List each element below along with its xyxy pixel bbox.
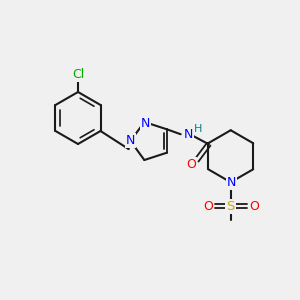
Text: O: O xyxy=(203,200,213,213)
Text: S: S xyxy=(226,200,235,213)
Text: O: O xyxy=(249,200,259,213)
Text: H: H xyxy=(194,124,202,134)
Text: N: N xyxy=(141,118,150,130)
Text: N: N xyxy=(184,128,194,141)
Text: N: N xyxy=(126,134,135,146)
Text: Cl: Cl xyxy=(72,68,84,80)
Text: N: N xyxy=(227,176,236,189)
Text: O: O xyxy=(186,158,196,171)
